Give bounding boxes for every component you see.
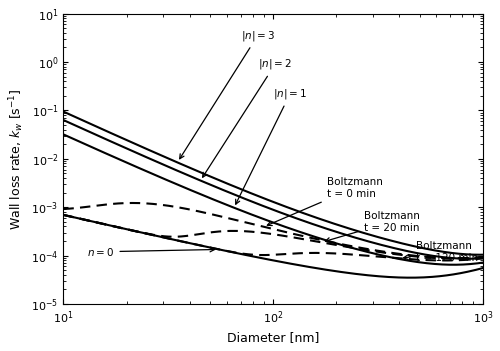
X-axis label: Diameter [nm]: Diameter [nm] <box>227 331 320 344</box>
Text: $n = 0$: $n = 0$ <box>88 246 214 258</box>
Y-axis label: Wall loss rate, $k_w$ [s$^{-1}$]: Wall loss rate, $k_w$ [s$^{-1}$] <box>7 88 26 230</box>
Text: $|n| = 1$: $|n| = 1$ <box>236 87 307 204</box>
Text: Boltzmann
t = 120 min: Boltzmann t = 120 min <box>404 241 478 263</box>
Text: $|n| = 3$: $|n| = 3$ <box>180 29 274 159</box>
Text: Boltzmann
t = 0 min: Boltzmann t = 0 min <box>268 177 382 226</box>
Text: Boltzmann
t = 20 min: Boltzmann t = 20 min <box>326 211 420 242</box>
Text: $|n| = 2$: $|n| = 2$ <box>202 57 292 177</box>
